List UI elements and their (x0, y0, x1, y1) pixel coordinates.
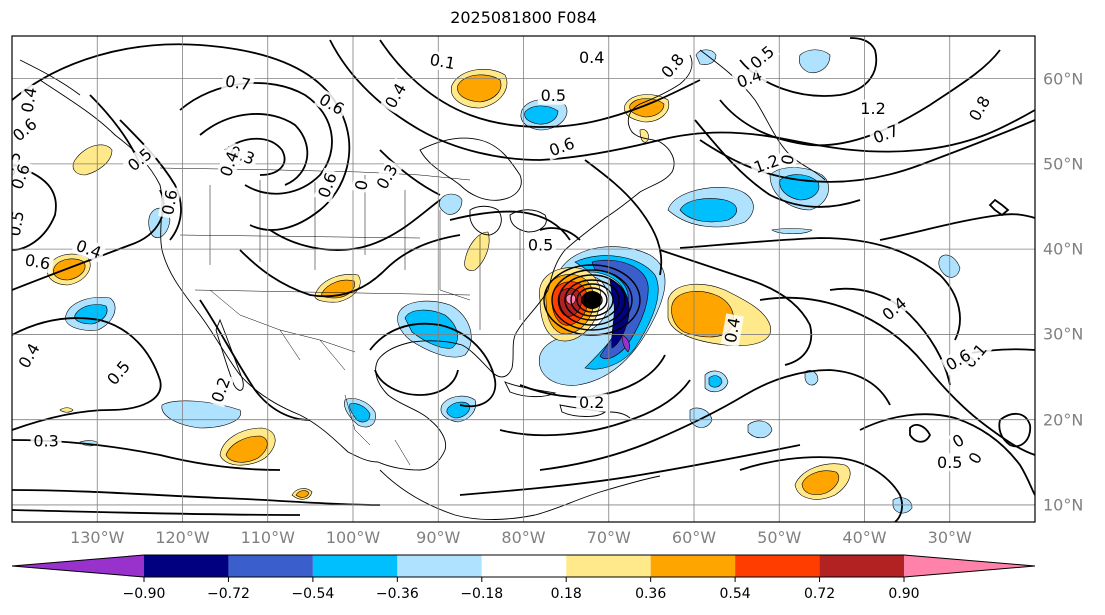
longitude-label: 60°W (671, 528, 717, 547)
colorbar-segment (144, 555, 229, 577)
latitude-label: 20°N (1043, 410, 1084, 430)
colorbar-segment (481, 555, 567, 577)
svg-text:1.2: 1.2 (860, 99, 885, 118)
contour-label: 0.6 (20, 250, 55, 274)
longitude-label: 80°W (501, 528, 546, 547)
longitude-label: 120°W (155, 528, 210, 547)
svg-text:0.5: 0.5 (541, 86, 566, 105)
shaded-anomalies (47, 49, 961, 514)
longitude-label: 50°W (757, 528, 802, 547)
colorbar-tick-label: −0.18 (460, 586, 504, 602)
grid-lines (12, 36, 1035, 522)
contour-label: 0.6 (313, 167, 342, 203)
storm-contours (543, 264, 641, 336)
svg-text:0.5: 0.5 (528, 235, 553, 254)
colorbar-tick-label: −0.36 (375, 586, 419, 602)
colorbar-segment (566, 555, 651, 577)
political-borders (159, 167, 521, 466)
colorbar-segment (228, 555, 313, 577)
colorbar-tick-label: −0.90 (122, 586, 166, 602)
svg-text:0.4: 0.4 (721, 316, 744, 344)
contour-label: 0 (351, 177, 372, 194)
contour-label: 0.4 (215, 146, 244, 182)
contour-label: 0.4 (721, 313, 744, 347)
colorbar (11, 554, 1036, 582)
svg-text:0.7: 0.7 (224, 71, 252, 94)
longitude-label: 70°W (586, 528, 631, 547)
contour-label: 0.4 (576, 48, 608, 67)
contour-label: 1.2 (857, 99, 889, 118)
longitude-label: 100°W (325, 528, 381, 547)
contour-label: 0.3 (30, 432, 62, 451)
contour-label: 0.2 (207, 372, 235, 408)
latitude-label: 60°N (1043, 69, 1084, 89)
longitude-label: 90°W (416, 528, 461, 547)
contour-labels: 0.70.6 0.40.1 0.40.50.60.8 0.40.51.20.70.81… (5, 40, 996, 472)
svg-text:0.5: 0.5 (937, 453, 962, 472)
longitude-label: 110°W (240, 528, 295, 547)
colorbar-segment (650, 555, 736, 577)
storm-center-marker (583, 291, 601, 309)
colorbar-segment (735, 555, 820, 577)
latitude-label: 40°N (1043, 239, 1084, 259)
svg-text:0.2: 0.2 (579, 393, 604, 412)
contour-label: 0.4 (13, 337, 45, 374)
svg-text:0.1: 0.1 (428, 50, 456, 73)
contour-label: 0.5 (537, 86, 569, 105)
contour-label: 0.5 (525, 235, 557, 254)
colorbar-tick-label: −0.72 (206, 586, 250, 602)
contour-label: 0.6 (12, 159, 35, 195)
contour-label: 0.7 (221, 71, 255, 94)
colorbar-tick-label: 0.54 (719, 586, 751, 602)
contour-label: 0.2 (576, 393, 608, 412)
contour-label: 0.8 (964, 90, 996, 127)
map-title: 2025081800 F084 (450, 8, 597, 27)
colorbar-segment (397, 555, 482, 577)
contour-label: 0.5 (5, 206, 28, 241)
contour-label: 0 (964, 447, 987, 469)
contour-label: 0.6 (158, 185, 181, 220)
latitude-label: 30°N (1043, 324, 1084, 344)
contour-lines (12, 37, 1035, 522)
colorbar-segment (819, 555, 904, 577)
svg-text:0.6: 0.6 (158, 188, 181, 216)
contour-label: 0.5 (934, 453, 966, 472)
contour-label: 0.1 (425, 50, 460, 73)
contour-label: 0.4 (380, 77, 412, 114)
colorbar-extend-high (904, 555, 1035, 577)
contour-label: 0.6 (313, 88, 350, 120)
svg-text:0: 0 (351, 179, 371, 192)
colorbar-tick-label: −0.54 (291, 586, 335, 602)
colorbar-tick-label: 0.36 (635, 586, 667, 602)
longitude-label: 130°W (70, 528, 125, 547)
colorbar-tick-label: 0.90 (888, 586, 920, 602)
map-frame (11, 35, 1036, 523)
contour-label: 0 (778, 151, 798, 168)
contour-label: 0.4 (17, 83, 41, 117)
svg-text:0.4: 0.4 (17, 86, 40, 114)
contour-label: 0.7 (868, 120, 904, 148)
latitude-label: 10°N (1043, 495, 1084, 515)
colorbar-tick-label: 0.18 (550, 586, 582, 602)
longitude-label: 40°W (842, 528, 887, 547)
colorbar-tick-label: 0.72 (803, 586, 836, 602)
contour-label: 0 (948, 429, 969, 453)
svg-text:0.6: 0.6 (23, 250, 51, 273)
svg-text:0.5: 0.5 (5, 209, 28, 237)
longitude-label: 30°W (927, 528, 972, 547)
colorbar-segment (312, 555, 398, 577)
svg-text:0: 0 (778, 153, 798, 166)
latitude-label: 50°N (1043, 154, 1084, 174)
contour-label: 0.5 (101, 355, 136, 391)
svg-text:0.3: 0.3 (33, 432, 58, 451)
colorbar-extend-low (12, 555, 144, 577)
svg-text:0.4: 0.4 (579, 48, 604, 67)
